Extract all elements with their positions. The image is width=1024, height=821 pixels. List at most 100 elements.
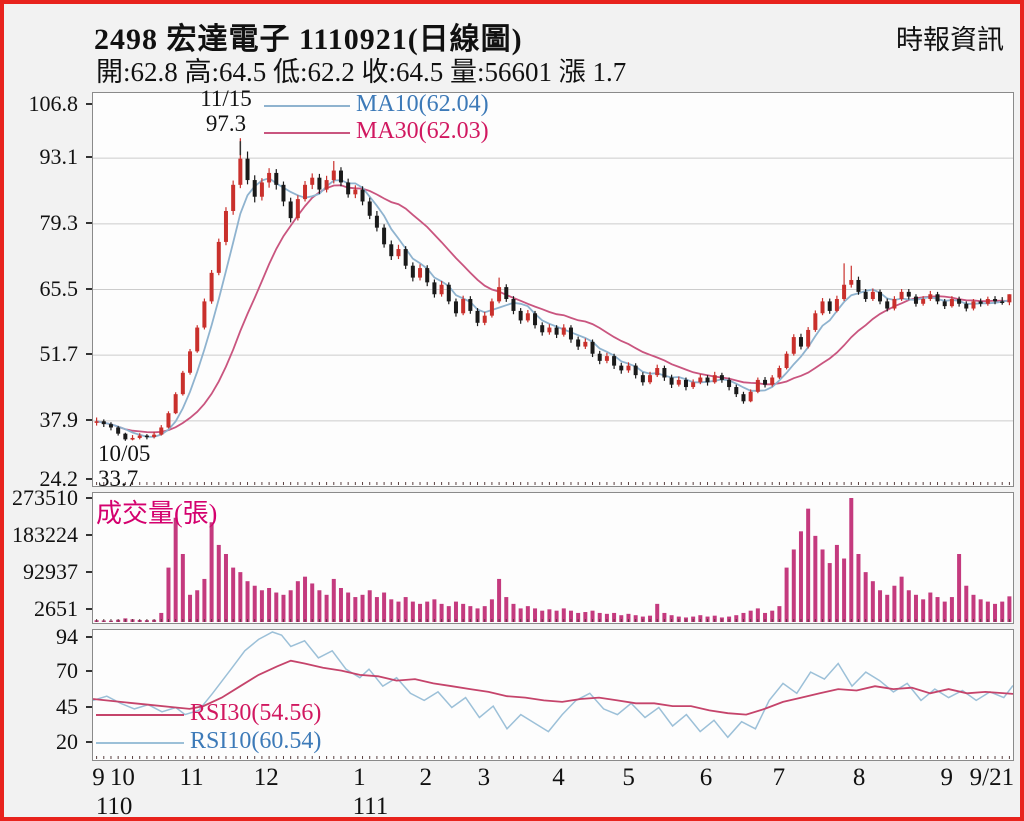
candle-body [540, 325, 545, 333]
candle-body [382, 227, 387, 245]
volume-bar [360, 594, 365, 622]
month-label: 2 [419, 764, 433, 791]
candle-body [719, 375, 724, 380]
price-axis-tick [86, 418, 92, 421]
candle-body [892, 299, 897, 309]
volume-axis-tick [86, 497, 92, 499]
price-axis-label: 93.1 [39, 144, 79, 170]
volume-bar [231, 567, 236, 622]
volume-bar [597, 612, 602, 622]
candle-body [267, 172, 272, 183]
candle-body [152, 434, 157, 437]
volume-bar [188, 594, 193, 622]
volume-axis-label: 183224 [12, 522, 78, 547]
candle-body [791, 337, 796, 354]
candle-body [1000, 301, 1005, 303]
candle-body [511, 299, 516, 311]
candle-body [374, 215, 379, 228]
trough-date-label: 10/05 [98, 441, 151, 466]
candle-body [245, 158, 250, 181]
volume-bar [899, 576, 904, 622]
candle-body [813, 313, 818, 330]
volume-bar [561, 608, 566, 622]
candle-body [497, 287, 502, 302]
candle-body [899, 291, 904, 300]
volume-bar [741, 612, 746, 622]
volume-bar [525, 606, 530, 622]
candle-body [396, 249, 401, 257]
candle-body [137, 435, 142, 438]
candle-body [489, 301, 494, 316]
volume-bar [245, 581, 250, 622]
peak-date-label: 11/15 [200, 86, 252, 111]
volume-bar [892, 585, 897, 622]
rsi30-line [93, 659, 1013, 716]
candle-body [389, 244, 394, 257]
month-label: 7 [772, 764, 786, 791]
candle-body [604, 356, 609, 361]
volume-bar [518, 608, 523, 622]
volume-bar [259, 590, 264, 622]
candle-body [310, 177, 315, 185]
volume-bar [439, 603, 444, 622]
candle-body [116, 427, 121, 434]
volume-bar [568, 610, 573, 622]
volume-bar [295, 581, 300, 622]
candle-body [734, 387, 739, 395]
rsi-axis-tick [86, 705, 92, 708]
volume-bar [346, 592, 351, 622]
volume-bar [274, 592, 279, 622]
volume-bar [497, 578, 502, 622]
source-label: 時報資訊 [896, 25, 1004, 55]
candle-body [691, 382, 696, 388]
volume-axis-tick [86, 571, 92, 573]
volume-bar [252, 585, 257, 622]
volume-bar [317, 590, 322, 622]
volume-bar [267, 587, 272, 622]
price-axis-label: 37.9 [39, 406, 79, 432]
candle-body [439, 284, 444, 295]
candle-body [798, 337, 803, 347]
candle-body [525, 313, 530, 321]
candle-body [475, 310, 480, 323]
candle-body [346, 182, 351, 195]
candle-body [209, 272, 214, 302]
rsi10-line [93, 631, 1013, 739]
volume-bar [310, 583, 315, 622]
volume-bar [928, 592, 933, 622]
candle-body [576, 339, 581, 347]
month-label: 9 [92, 764, 105, 791]
candle-body [870, 291, 875, 300]
candle-body [338, 170, 343, 183]
candle-body [655, 368, 660, 376]
candle-body [568, 327, 573, 340]
rsi30-legend-line [96, 714, 184, 716]
candle-body [662, 368, 667, 378]
rsi10-legend-line [96, 742, 184, 744]
price-chart-svg [93, 138, 1013, 485]
candle-body [432, 282, 437, 295]
candle-body [173, 394, 178, 414]
candle-body [949, 299, 954, 307]
candle-body [331, 170, 336, 181]
volume-bar [331, 578, 336, 622]
ma10-legend-line [264, 105, 350, 107]
candle-body [144, 435, 149, 438]
month-label: 1 [353, 764, 366, 791]
price-axis-label: 51.7 [39, 341, 79, 367]
candle-body [784, 353, 789, 369]
candle-body [482, 315, 487, 323]
volume-title: 成交量(張) [96, 499, 218, 528]
rsi30-legend-label: RSI30(54.56) [190, 700, 322, 726]
rsi-chart-svg [93, 631, 1013, 759]
price-axis-tick [86, 156, 92, 159]
candle-body [619, 365, 624, 371]
volume-bar [942, 601, 947, 622]
volume-bar [504, 597, 509, 622]
volume-bar [180, 553, 185, 622]
candle-body [303, 184, 308, 200]
volume-bar [712, 615, 717, 622]
candle-body [108, 424, 113, 428]
candle-body [612, 356, 617, 366]
candle-body [978, 301, 983, 304]
